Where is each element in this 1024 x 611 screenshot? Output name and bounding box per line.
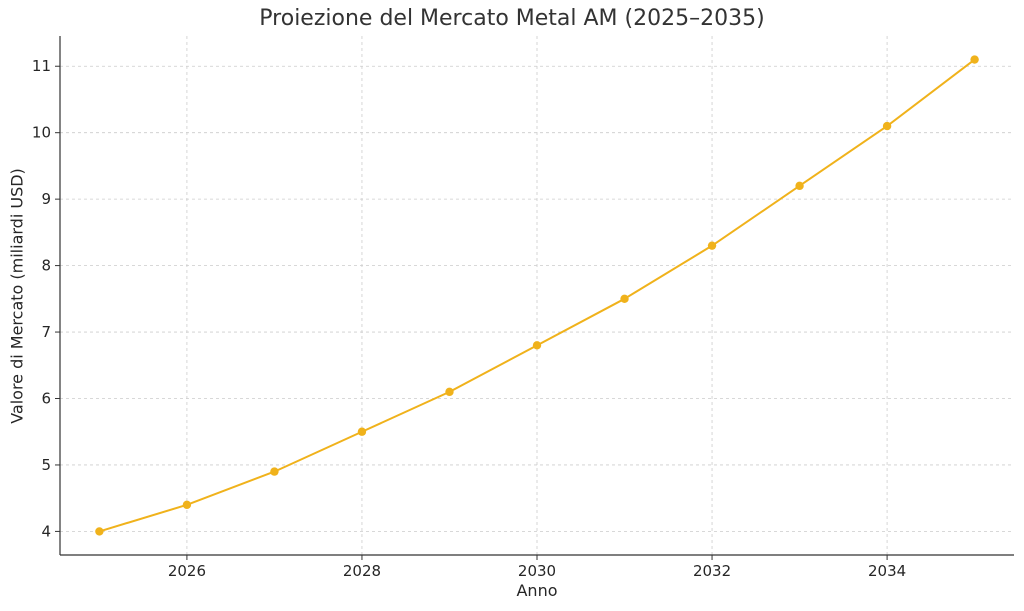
ticks: 2026 2028 2030 2032 2034 4 5 6 7 8 9 10 11: [32, 57, 906, 580]
data-point: [95, 527, 104, 536]
data-point: [357, 427, 367, 436]
x-tick-label: 2030: [518, 562, 556, 580]
x-tick-label: 2032: [693, 562, 731, 580]
chart-title: Proiezione del Mercato Metal AM (2025–20…: [259, 6, 765, 31]
data-point: [532, 341, 542, 350]
y-tick-label: 9: [41, 190, 51, 208]
data-point: [707, 241, 717, 250]
x-tick-label: 2028: [343, 562, 381, 580]
data-point: [620, 294, 629, 304]
x-tick-label: 2034: [868, 562, 906, 580]
y-tick-label: 10: [32, 124, 51, 142]
y-tick-label: 8: [41, 257, 51, 275]
y-tick-label: 4: [41, 522, 51, 540]
x-tick-label: 2026: [168, 562, 206, 580]
data-point: [882, 121, 892, 131]
data-point: [182, 500, 192, 510]
series: [95, 55, 979, 536]
x-axis-label: Anno: [516, 581, 558, 600]
data-point: [445, 387, 454, 397]
data-point: [270, 467, 279, 476]
y-tick-label: 5: [41, 456, 51, 474]
y-tick-label: 7: [41, 323, 51, 341]
data-point: [795, 181, 804, 191]
y-tick-label: 6: [41, 390, 51, 408]
y-tick-label: 11: [32, 57, 51, 75]
grid: [60, 36, 1014, 555]
data-point: [970, 55, 979, 64]
